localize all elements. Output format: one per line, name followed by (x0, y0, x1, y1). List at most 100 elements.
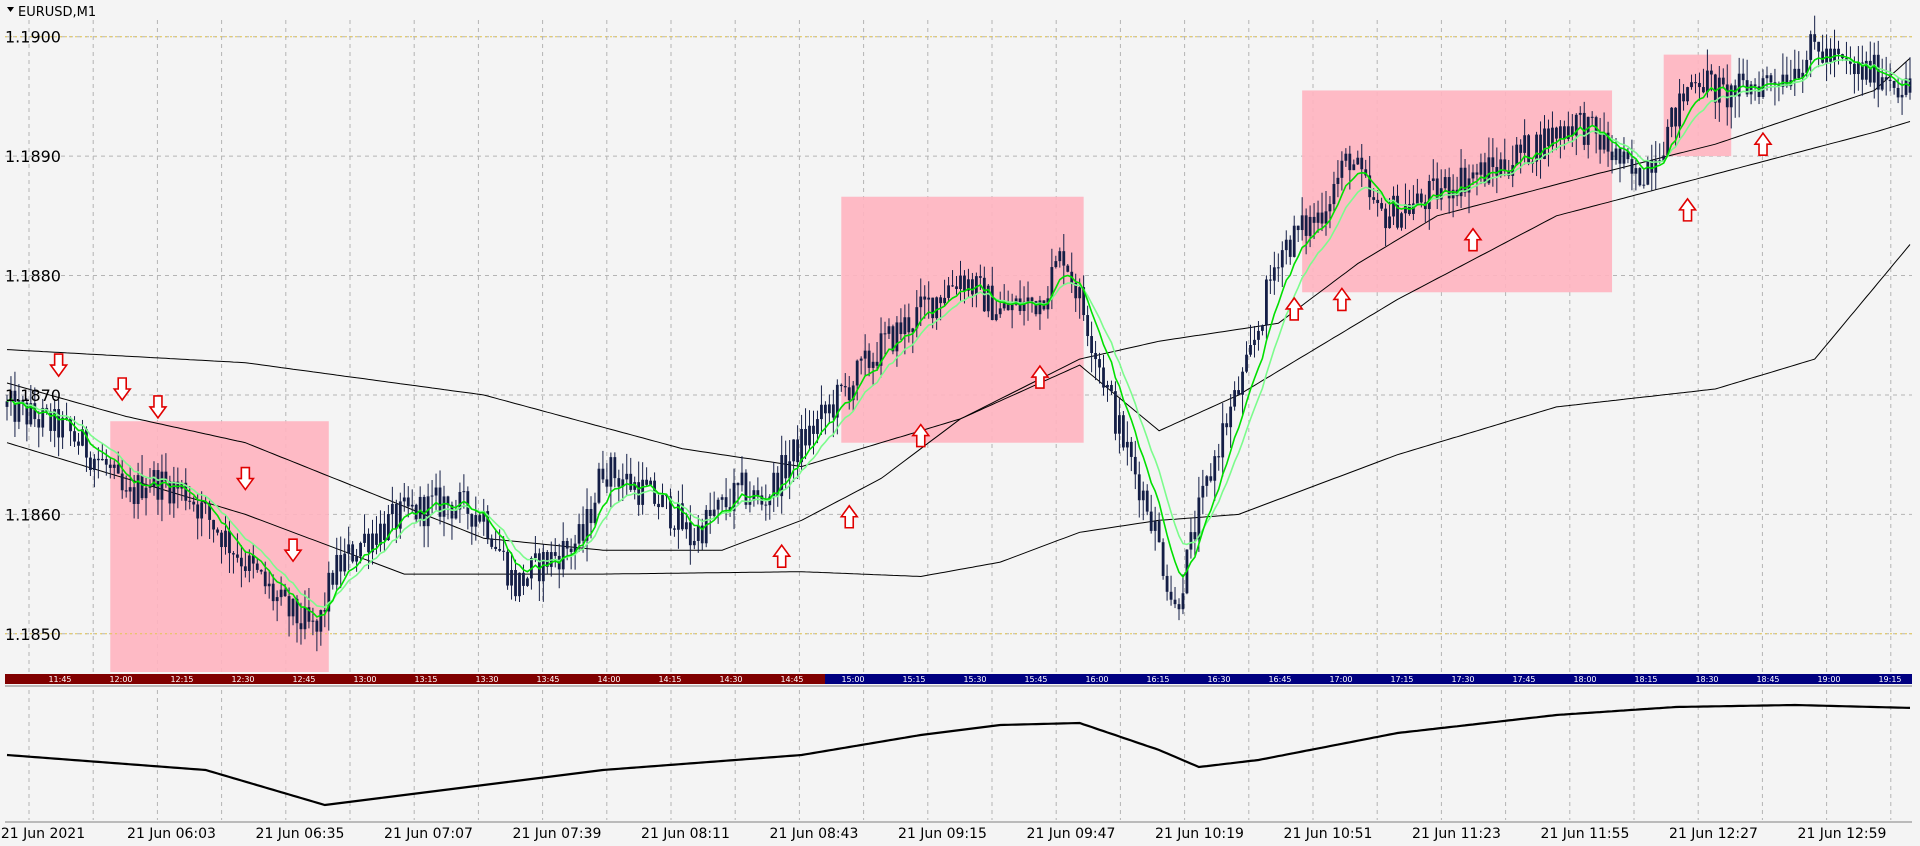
candle-body (1054, 261, 1058, 268)
candle-body (947, 285, 950, 298)
candle-body (971, 279, 974, 295)
candle-body (1265, 279, 1268, 326)
candle-body (1400, 213, 1403, 228)
candle-body (1038, 300, 1042, 315)
candle-body (1102, 367, 1105, 388)
candle-body (1809, 34, 1813, 60)
candle-body (613, 457, 617, 479)
candle-body (1582, 112, 1586, 145)
candle-body (1118, 415, 1121, 434)
candle-body (1475, 172, 1479, 175)
candle-body (386, 514, 390, 541)
candle-body (73, 431, 76, 442)
candle-body (839, 384, 843, 387)
time-axis: 21 Jun 2021 21 Jun 06:03 21 Jun 06:35 21 Ju… (1, 826, 1887, 842)
candle-body (728, 507, 732, 511)
candle-body (716, 499, 720, 510)
candle-body (164, 471, 168, 482)
candle-body (375, 533, 378, 545)
candle-body (1205, 476, 1209, 486)
candle-body (851, 385, 855, 401)
candle-body (1388, 216, 1391, 229)
price-tick-label: 1.1870 (5, 386, 61, 405)
price-tick-label: 1.1850 (5, 625, 61, 644)
candle-body (911, 328, 915, 333)
candle-body (1813, 34, 1817, 42)
candle-body (192, 501, 196, 505)
candle-body (1713, 74, 1717, 103)
candle-body (1670, 107, 1674, 127)
up-arrow-icon (911, 423, 931, 448)
candle-body (581, 524, 585, 541)
candle-body (1006, 303, 1010, 311)
candle-body (236, 554, 239, 558)
candle-body (13, 390, 17, 422)
candle-body (816, 419, 819, 434)
candle-body (998, 308, 1002, 315)
candle-body (29, 403, 33, 425)
candle-body (454, 509, 458, 519)
candle-body (92, 458, 96, 470)
candle-body (220, 532, 223, 548)
down-arrow-icon (49, 353, 69, 378)
candle-body (271, 583, 275, 602)
session-time-label: 14:45 (780, 675, 803, 684)
candle-body (53, 409, 57, 431)
candle-body (772, 472, 776, 497)
candle-body (895, 322, 899, 352)
candle-body (474, 515, 478, 527)
candle-body (1125, 441, 1129, 448)
candle-body (1547, 128, 1550, 147)
session-time-bar: 11:45 12:00 12:15 12:30 12:45 13:00 13:15 13:30… (5, 674, 1912, 687)
session-time-label: 16:15 (1146, 675, 1169, 684)
candle-body (136, 475, 140, 504)
candle-body (1690, 82, 1693, 88)
session-time-label: 16:45 (1268, 675, 1291, 684)
dropdown-triangle-icon[interactable] (7, 7, 14, 12)
candle-body (1642, 184, 1646, 186)
candle-body (1340, 160, 1344, 178)
candle-body (1050, 267, 1054, 299)
candle-body (1328, 204, 1332, 212)
candle-body (780, 455, 784, 497)
down-arrow-icon (112, 377, 132, 402)
candle-body (696, 525, 700, 541)
session-bar-red (5, 674, 825, 684)
candle-body (573, 543, 577, 553)
candle-body (311, 620, 315, 622)
candle-body (21, 399, 25, 403)
candle-body (283, 589, 287, 597)
candle-body (251, 555, 255, 564)
candle-body (402, 497, 406, 502)
candle-body (804, 428, 807, 446)
candle-body (1539, 134, 1542, 159)
candle-body (1555, 127, 1558, 139)
candle-body (1352, 164, 1356, 171)
candle-body (533, 553, 537, 559)
candle-body (1527, 135, 1531, 164)
candle-body (756, 490, 760, 496)
candle-body (275, 597, 279, 602)
candle-body (1336, 177, 1340, 184)
candle-body (1849, 60, 1852, 64)
session-time-label: 14:30 (719, 675, 742, 684)
time-tick-label: 21 Jun 10:19 (1155, 826, 1244, 842)
session-time-label: 19:00 (1817, 675, 1840, 684)
session-time-label: 18:45 (1756, 675, 1779, 684)
candle-body (609, 457, 613, 487)
candle-body (645, 479, 649, 485)
candle-body (526, 578, 529, 586)
candle-body (1058, 251, 1062, 262)
candle-body (1415, 193, 1419, 204)
candle-body (1237, 390, 1240, 395)
candle-body (466, 491, 470, 514)
candle-body (430, 495, 434, 497)
candle-body (1284, 239, 1288, 251)
oscillator-panel (5, 703, 1912, 823)
candle-body (490, 538, 494, 547)
candle-body (1356, 157, 1360, 165)
candle-body (394, 503, 398, 529)
candle-body (120, 473, 124, 491)
candle-body (1149, 511, 1153, 531)
